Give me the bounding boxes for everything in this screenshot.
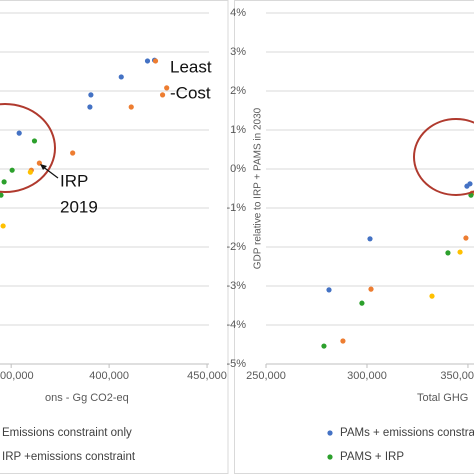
highlight-ellipse [413, 118, 474, 196]
point [128, 104, 134, 110]
point [429, 293, 435, 299]
point [1, 179, 7, 185]
point [16, 130, 22, 136]
x-axis-label: Total GHG [417, 392, 468, 404]
annotation: Least [170, 57, 212, 76]
y-tick-label: 4% [230, 7, 246, 19]
x-tick-label: 00,000 [0, 370, 34, 382]
point [463, 235, 469, 241]
point [0, 223, 6, 229]
x-tick-label: 450,000 [187, 370, 227, 382]
highlight-ellipse [0, 103, 56, 193]
point [367, 236, 373, 242]
legend-label: Emissions constraint only [2, 427, 132, 439]
y-tick-label: 0% [230, 163, 246, 175]
point [368, 286, 374, 292]
legend-label: PAMs + emissions constrain [340, 427, 474, 439]
x-tick-label: 350,00 [440, 370, 474, 382]
y-tick-label: -4% [226, 319, 246, 331]
x-axis-label: ons - Gg CO2-eq [45, 392, 129, 404]
point [321, 343, 327, 349]
y-tick-label: 3% [230, 46, 246, 58]
point [359, 300, 365, 306]
legend-label: PAMS + IRP [340, 451, 404, 463]
point [467, 181, 473, 187]
point [70, 150, 76, 156]
point [118, 74, 124, 80]
point [27, 169, 33, 175]
point [0, 192, 4, 198]
point [326, 287, 332, 293]
y-tick-label: -3% [226, 280, 246, 292]
point [9, 167, 15, 173]
point [152, 58, 159, 64]
y-tick-label: 1% [230, 124, 246, 136]
point [164, 85, 170, 91]
point [87, 104, 93, 110]
y-tick-label: 2% [230, 85, 246, 97]
annotation: IRP [60, 171, 88, 190]
y-axis-label: GDP relative to IRP + PAMS in 2030 [253, 107, 264, 269]
annotation: -Cost [170, 83, 211, 102]
legend-marker [327, 430, 333, 436]
point [445, 250, 451, 256]
point [31, 138, 38, 144]
legend-marker [327, 454, 333, 460]
x-tick-label: 250,000 [246, 370, 286, 382]
y-tick-label: -5% [226, 358, 246, 370]
y-tick-label: -1% [226, 202, 246, 214]
point [88, 92, 94, 98]
x-tick-label: 400,000 [89, 370, 129, 382]
point [144, 58, 151, 64]
arrow-head [40, 164, 47, 170]
y-tick-label: -2% [226, 241, 246, 253]
point [340, 338, 346, 344]
x-tick-label: 300,000 [347, 370, 387, 382]
annotation: 2019 [60, 197, 98, 216]
point [457, 249, 463, 255]
legend-label: IRP +emissions constraint [2, 451, 136, 463]
point [159, 92, 166, 98]
